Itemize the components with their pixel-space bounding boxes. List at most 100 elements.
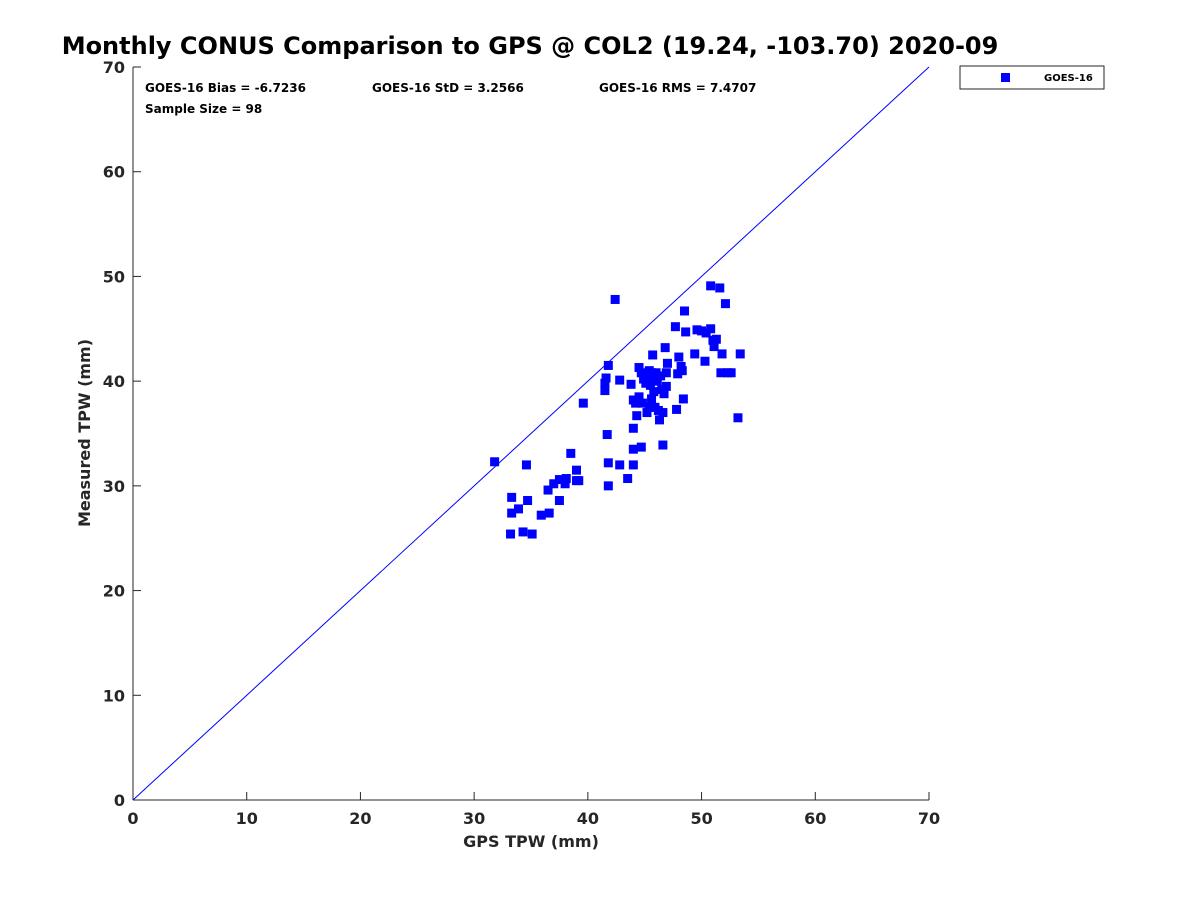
data-point (720, 299, 730, 309)
data-point (610, 294, 620, 304)
data-point (628, 444, 638, 454)
data-point (658, 408, 668, 418)
y-tick-label: 70 (103, 58, 125, 77)
data-point (632, 411, 642, 421)
data-point (706, 324, 716, 334)
x-axis-ticks: 0 10 20 30 40 50 60 70 (127, 792, 940, 828)
data-point (711, 334, 721, 344)
stats-annotations: GOES-16 Bias = -6.7236 GOES-16 StD = 3.2… (145, 81, 756, 116)
data-point (600, 378, 610, 388)
data-point (700, 356, 710, 366)
data-point (672, 404, 682, 414)
data-point (678, 394, 688, 404)
y-axis-label: Measured TPW (mm) (75, 339, 94, 527)
data-point (673, 369, 683, 379)
legend: GOES-16 (959, 65, 1105, 90)
data-point (566, 448, 576, 458)
data-point (549, 479, 559, 489)
data-point (513, 504, 523, 514)
x-tick-label: 30 (463, 809, 485, 828)
x-axis-label: GPS TPW (mm) (463, 832, 599, 851)
x-tick-label: 70 (918, 809, 940, 828)
data-point (578, 398, 588, 408)
data-point (706, 281, 716, 291)
data-point (692, 325, 702, 335)
data-point (670, 322, 680, 332)
data-point (726, 368, 736, 378)
data-point (677, 366, 687, 376)
data-point (690, 349, 700, 359)
data-point (571, 465, 581, 475)
std-annotation: GOES-16 StD = 3.2566 (372, 81, 524, 95)
y-tick-label: 10 (103, 686, 125, 705)
data-point (674, 352, 684, 362)
data-point (600, 386, 610, 396)
data-point (615, 375, 625, 385)
chart-title: Monthly CONUS Comparison to GPS @ COL2 (… (62, 32, 999, 60)
sample-size-annotation: Sample Size = 98 (145, 102, 262, 116)
data-point (653, 405, 663, 415)
data-point (644, 402, 654, 412)
legend-box (959, 65, 1105, 90)
data-point (642, 408, 652, 418)
data-point (697, 326, 707, 336)
y-tick-label: 20 (103, 582, 125, 601)
data-point (521, 460, 531, 470)
y-tick-label: 60 (103, 163, 125, 182)
data-point (543, 485, 553, 495)
one-to-one-reference-line (132, 66, 930, 801)
data-point (561, 474, 571, 484)
data-point (651, 368, 661, 378)
data-point (636, 442, 646, 452)
data-point (623, 474, 633, 484)
data-point (641, 378, 651, 388)
data-point (659, 389, 669, 399)
x-tick-label: 60 (804, 809, 826, 828)
data-point (648, 374, 658, 384)
data-point (656, 371, 666, 381)
data-point (628, 460, 638, 470)
y-tick-label: 50 (103, 267, 125, 286)
data-point (662, 358, 672, 368)
data-point (648, 350, 658, 360)
data-point (654, 415, 664, 425)
y-tick-label: 40 (103, 372, 125, 391)
data-point (661, 368, 671, 378)
data-point (615, 460, 625, 470)
data-point (661, 381, 671, 391)
y-axis-ticks: 0 10 20 30 40 50 60 70 (103, 58, 141, 810)
data-point (554, 475, 564, 485)
data-point (660, 343, 670, 353)
data-point (709, 342, 719, 352)
data-point (626, 379, 636, 389)
data-point (735, 349, 745, 359)
data-point (647, 368, 657, 378)
x-tick-label: 0 (127, 809, 138, 828)
rms-annotation: GOES-16 RMS = 7.4707 (599, 81, 756, 95)
data-point (628, 423, 638, 433)
x-tick-label: 10 (236, 809, 258, 828)
data-point (603, 458, 613, 468)
bias-annotation: GOES-16 Bias = -6.7236 (145, 81, 306, 95)
legend-marker-square (1001, 73, 1010, 82)
plot-area: 0 10 20 30 40 50 60 70 0 10 20 30 40 50 60 70 (103, 58, 940, 828)
data-point (527, 529, 537, 539)
data-point (715, 283, 725, 293)
data-point (634, 392, 644, 402)
data-point (647, 394, 657, 404)
x-tick-label: 50 (690, 809, 712, 828)
data-point (574, 476, 584, 486)
data-point (645, 380, 655, 390)
data-point (554, 496, 564, 506)
y-tick-label: 0 (114, 791, 125, 810)
data-point (507, 492, 517, 502)
data-point (634, 363, 644, 373)
data-point (506, 529, 516, 539)
data-point (637, 398, 647, 408)
legend-label: GOES-16 (1044, 73, 1093, 84)
y-tick-label: 30 (103, 477, 125, 496)
data-point (523, 496, 533, 506)
data-point (518, 527, 528, 537)
data-point (680, 306, 690, 316)
